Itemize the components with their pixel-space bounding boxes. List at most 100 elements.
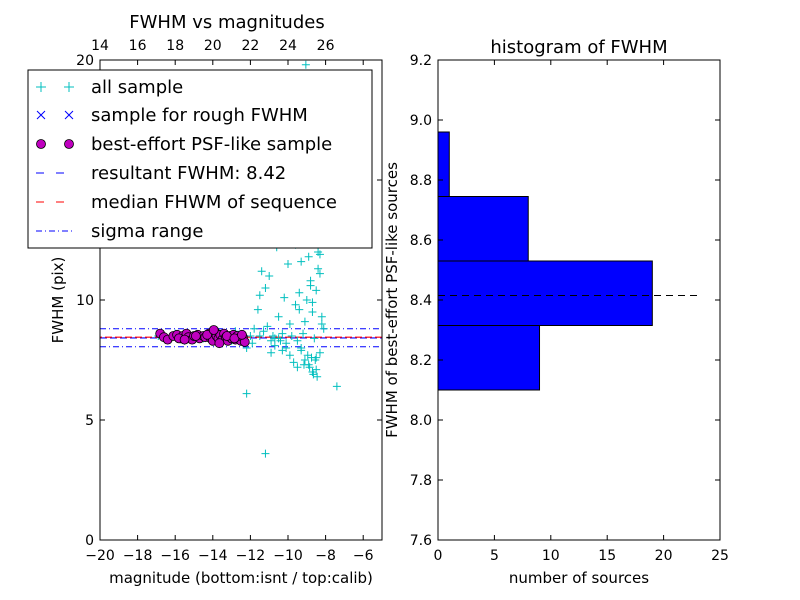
top-x-tick-label: 24 [279, 38, 297, 54]
scatter-y-label: FWHM (pix) [49, 257, 67, 344]
all-sample-point [299, 360, 308, 369]
scatter-chart: −20 −18 −16 −14 −12 −10 −8 −6 14 16 18 20 22 24 26 0 5 10… [27, 12, 383, 587]
legend-entry-psf: best-effort PSF-like sample [36, 134, 332, 155]
all-sample-point [301, 60, 310, 69]
all-sample-point [295, 305, 304, 314]
legend-label: median FHWM of sequence [91, 192, 337, 213]
legend-entry-sigma: sigma range [36, 221, 203, 242]
all-sample-point [285, 351, 294, 360]
top-x-tick-label: 16 [129, 38, 147, 54]
x-tick-label: 10 [542, 548, 560, 564]
all-sample-point [291, 300, 300, 309]
all-sample-point [265, 272, 274, 280]
all-sample-point [312, 365, 321, 374]
y-tick-label: 9.2 [410, 53, 432, 69]
all-sample-point [257, 267, 266, 276]
scatter-ticks: −20 −18 −16 −14 −12 −10 −8 −6 14 16 18 20 22 24 26 0 5 10… [76, 38, 382, 564]
x-tick-label: −8 [315, 548, 336, 564]
x-tick-label: 5 [490, 548, 499, 564]
all-sample-point [255, 332, 264, 340]
psf-sample-point [202, 329, 213, 340]
histogram-bar [438, 325, 541, 391]
y-tick-label: 10 [76, 293, 94, 309]
legend-plus-marker [36, 82, 74, 92]
all-sample-point [270, 341, 279, 350]
y-tick-label: 20 [76, 53, 94, 69]
all-sample-point [250, 324, 259, 333]
all-sample-point [315, 348, 324, 357]
x-tick-label: −12 [236, 548, 266, 564]
psf-sample-point [179, 334, 190, 345]
psf-sample-point [214, 338, 225, 349]
y-tick-label: 5 [85, 413, 94, 429]
top-x-tick-label: 22 [241, 38, 259, 54]
y-tick-label: 8.0 [410, 413, 432, 429]
all-sample-point [282, 344, 291, 352]
all-sample-point [304, 252, 313, 261]
x-tick-label: −16 [160, 548, 190, 564]
top-x-tick-label: 20 [204, 38, 222, 54]
psf-sample-point [208, 325, 219, 335]
legend-label: all sample [91, 77, 183, 98]
all-sample-point [299, 329, 308, 338]
legend-entry-all-sample: all sample [36, 77, 183, 98]
all-sample-point [285, 320, 294, 328]
all-sample-point [274, 312, 283, 321]
top-x-tick-label: 26 [317, 38, 335, 54]
all-sample-point [308, 298, 317, 307]
histogram-marks [438, 131, 700, 391]
all-sample-point [310, 334, 319, 343]
legend-label: sample for rough FWHM [91, 105, 308, 126]
all-sample-point [297, 346, 306, 355]
all-sample-point [274, 334, 283, 343]
legend-label: sigma range [91, 221, 203, 242]
all-sample-point [312, 286, 321, 295]
all-sample-point [306, 276, 315, 285]
legend-entry-median: median FHWM of sequence [36, 192, 337, 213]
top-x-tick-label: 18 [166, 38, 184, 54]
all-sample-point [317, 320, 326, 328]
all-sample-point [314, 264, 323, 273]
all-sample-point [317, 312, 326, 321]
x-tick-label: 15 [598, 548, 616, 564]
all-sample-point [248, 339, 257, 348]
all-sample-point [259, 327, 268, 336]
all-sample-point [308, 308, 317, 316]
y-tick-label: 9.0 [410, 113, 432, 129]
all-sample-point [293, 336, 302, 345]
legend-label: best-effort PSF-like sample [91, 134, 332, 155]
legend-entry-rough: sample for rough FWHM [36, 105, 308, 126]
all-sample-point [315, 250, 324, 259]
all-sample-point [315, 269, 324, 278]
legend-x-marker [36, 110, 74, 120]
scatter-legend: all sample sample for rough FWHM best-ef… [27, 69, 373, 249]
x-tick-label: 0 [434, 548, 443, 564]
x-tick-label: 25 [711, 548, 729, 564]
all-sample-point [242, 389, 251, 398]
all-sample-point [302, 296, 311, 304]
psf-sample-point [237, 329, 247, 340]
all-sample-point [255, 291, 264, 300]
all-sample-point [278, 329, 287, 338]
all-sample-point [289, 358, 298, 367]
legend-label: resultant FWHM: 8.42 [91, 163, 286, 184]
all-sample-point [319, 324, 328, 333]
all-sample-point [332, 382, 341, 391]
x-tick-label: 20 [655, 548, 673, 564]
all-sample-point [311, 356, 320, 364]
y-tick-label: 7.8 [410, 473, 432, 489]
x-tick-label: −14 [198, 548, 228, 564]
x-tick-label: −6 [353, 548, 374, 564]
histogram-y-label: FWHM of best-effort PSF-like sources [383, 162, 401, 438]
y-tick-label: 8.8 [410, 173, 432, 189]
all-sample-point [305, 363, 314, 372]
histogram-title: histogram of FWHM [490, 37, 667, 58]
scatter-title: FWHM vs magnitudes [129, 12, 324, 33]
x-tick-label: −20 [85, 548, 115, 564]
histogram-x-label: number of sources [509, 569, 649, 587]
all-sample-point [246, 332, 255, 340]
all-sample-point [297, 257, 306, 266]
y-tick-label: 0 [85, 533, 94, 549]
histogram-bar [438, 196, 529, 262]
